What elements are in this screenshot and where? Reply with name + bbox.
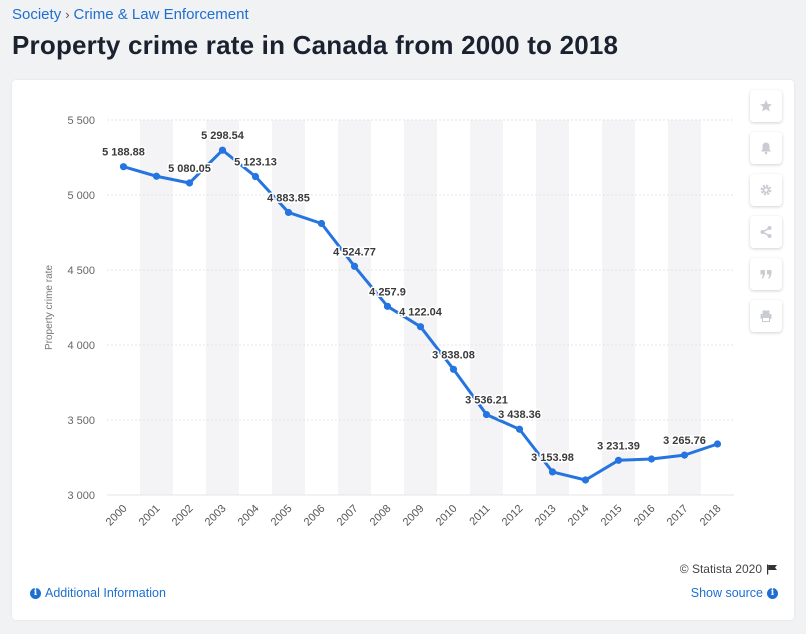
data-label: 5 298.54	[201, 130, 245, 142]
column-stripe	[602, 120, 635, 495]
data-point	[383, 302, 392, 310]
x-tick-label: 2016	[632, 503, 658, 529]
x-tick-label: 2013	[533, 503, 559, 529]
column-stripe	[206, 120, 239, 495]
data-point	[614, 456, 623, 464]
x-tick-label: 2002	[170, 503, 196, 529]
bell-icon	[761, 142, 771, 155]
additional-information-link[interactable]: i Additional Information	[30, 586, 166, 600]
data-label: 4 257.9	[369, 286, 406, 298]
breadcrumb: Society › Crime & Law Enforcement	[12, 6, 249, 23]
data-point	[515, 425, 524, 433]
data-label: 3 265.76	[663, 435, 706, 447]
y-tick-label: 3 000	[67, 490, 95, 502]
data-point	[548, 468, 557, 476]
y-tick-label: 5 500	[67, 115, 95, 127]
show-source-link[interactable]: Show source i	[691, 586, 778, 600]
column-stripe	[338, 120, 371, 495]
x-tick-label: 2011	[467, 503, 492, 528]
data-point	[416, 323, 425, 331]
data-label: 4 883.85	[267, 192, 310, 204]
x-tick-label: 2003	[203, 503, 229, 529]
data-label: 3 838.08	[432, 349, 475, 361]
y-tick-label: 4 000	[67, 340, 95, 352]
info-icon: i	[767, 587, 778, 599]
breadcrumb-item-crime-law[interactable]: Crime & Law Enforcement	[73, 6, 249, 23]
settings-button[interactable]	[750, 174, 782, 206]
x-tick-label: 2000	[104, 503, 130, 529]
data-label: 5 123.13	[234, 157, 277, 169]
star-icon	[760, 100, 772, 112]
y-axis-title: Property crime rate	[44, 265, 55, 350]
copyright-text: © Statista 2020	[679, 562, 762, 576]
cite-button[interactable]	[750, 258, 782, 290]
share-button[interactable]	[750, 216, 782, 248]
data-point	[251, 172, 260, 181]
data-point	[350, 262, 359, 270]
print-icon	[760, 310, 772, 322]
copyright: © Statista 2020	[680, 562, 778, 576]
column-stripe	[404, 120, 437, 495]
data-point	[119, 163, 128, 171]
data-point	[713, 440, 722, 448]
column-stripe	[470, 120, 503, 495]
x-tick-label: 2015	[599, 503, 625, 529]
data-point	[185, 179, 194, 187]
share-icon	[760, 226, 772, 238]
column-stripe	[140, 120, 173, 495]
data-point	[482, 410, 491, 419]
column-stripe	[272, 120, 305, 495]
x-tick-label: 2007	[335, 503, 361, 529]
data-label: 5 188.88	[102, 147, 145, 159]
x-tick-label: 2001	[137, 503, 163, 529]
data-label: 3 231.39	[597, 440, 640, 452]
chart-card: 3 000 3 500 4 000 4 500 5 000 5 500 Property c…	[12, 80, 794, 620]
x-tick-label: 2006	[302, 503, 328, 529]
y-tick-label: 4 500	[67, 265, 95, 277]
quote-icon	[760, 270, 772, 279]
data-label: 3 536.21	[465, 395, 508, 407]
x-tick-label: 2009	[401, 503, 427, 529]
y-tick-label: 5 000	[67, 190, 95, 202]
data-point	[218, 146, 227, 154]
line-chart: 3 000 3 500 4 000 4 500 5 000 5 500 Property c…	[44, 115, 734, 529]
info-icon: i	[30, 587, 41, 599]
x-tick-label: 2012	[500, 503, 526, 529]
x-tick-label: 2014	[566, 503, 592, 529]
breadcrumb-separator: ›	[65, 7, 70, 22]
notification-button[interactable]	[750, 132, 782, 164]
data-point	[647, 455, 656, 463]
data-label: 4 122.04	[399, 307, 443, 319]
page-title: Property crime rate in Canada from 2000 …	[12, 30, 619, 60]
x-tick-label: 2008	[368, 503, 394, 529]
favorite-button[interactable]	[750, 90, 782, 122]
x-tick-label: 2010	[434, 503, 460, 529]
data-label: 3 438.36	[498, 409, 541, 421]
column-stripe	[536, 120, 569, 495]
gear-icon	[760, 184, 772, 196]
data-point	[284, 208, 293, 217]
data-point	[581, 476, 590, 484]
data-point	[152, 172, 161, 180]
x-tick-label: 2017	[665, 503, 691, 529]
x-tick-label: 2018	[698, 503, 724, 529]
data-point	[317, 219, 326, 228]
flag-icon[interactable]	[766, 564, 778, 575]
breadcrumb-item-society[interactable]: Society	[12, 6, 62, 23]
show-source-label: Show source	[690, 586, 763, 600]
x-tick-label: 2005	[269, 503, 295, 529]
data-point	[449, 365, 458, 373]
data-label: 4 524.77	[333, 246, 376, 258]
data-label: 5 080.05	[168, 163, 211, 175]
print-button[interactable]	[750, 300, 782, 332]
x-tick-label: 2004	[236, 503, 262, 529]
side-toolbar	[750, 90, 782, 342]
y-tick-label: 3 500	[67, 415, 95, 427]
additional-information-label: Additional Information	[45, 586, 166, 600]
data-point	[680, 451, 689, 459]
data-label: 3 153.98	[531, 452, 574, 464]
column-stripe	[668, 120, 701, 495]
